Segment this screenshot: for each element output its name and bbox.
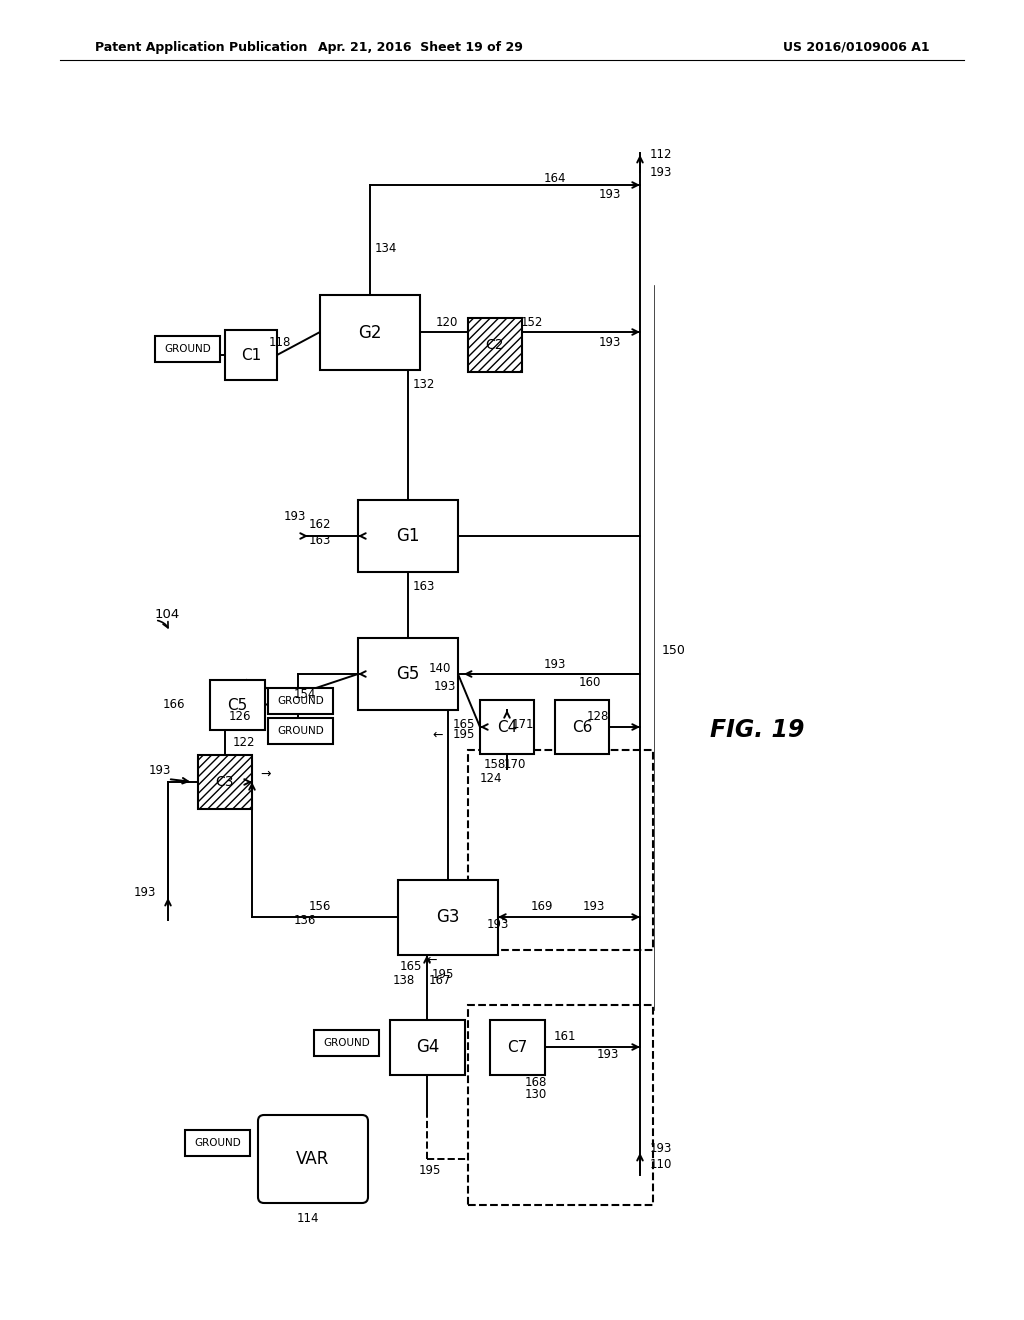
Text: 195: 195	[432, 969, 455, 982]
Text: 156: 156	[309, 900, 331, 913]
Bar	[185, 1130, 250, 1156]
FancyBboxPatch shape	[258, 1115, 368, 1203]
Text: 154: 154	[294, 689, 316, 701]
Bar	[268, 688, 333, 714]
Text: VAR: VAR	[296, 1150, 330, 1168]
Text: 193: 193	[434, 680, 456, 693]
Text: 193: 193	[597, 1048, 620, 1061]
Text: 140: 140	[429, 663, 452, 676]
Text: 114: 114	[297, 1212, 319, 1225]
Text: 169: 169	[530, 900, 553, 913]
Bar	[198, 755, 252, 809]
Text: GROUND: GROUND	[195, 1138, 241, 1148]
Text: 193: 193	[599, 335, 622, 348]
Bar	[319, 294, 420, 370]
Text: G1: G1	[396, 527, 420, 545]
Bar	[268, 718, 333, 744]
Text: 165: 165	[399, 961, 422, 974]
Bar	[314, 1030, 379, 1056]
Text: GROUND: GROUND	[164, 345, 211, 354]
Bar	[155, 337, 220, 362]
Text: 193: 193	[544, 657, 566, 671]
Bar	[225, 330, 278, 380]
Text: C5: C5	[227, 697, 248, 713]
Text: 193: 193	[486, 919, 509, 932]
Text: 195: 195	[453, 729, 475, 742]
Text: 165: 165	[453, 718, 475, 731]
Text: 150: 150	[662, 644, 686, 656]
Text: 193: 193	[583, 900, 605, 913]
Text: 193: 193	[650, 166, 673, 180]
Bar	[468, 1005, 653, 1205]
Text: 110: 110	[650, 1159, 673, 1172]
Text: ←: ←	[427, 953, 437, 966]
Text: 132: 132	[413, 379, 435, 392]
Text: 158: 158	[484, 758, 506, 771]
Text: FIG. 19: FIG. 19	[710, 718, 805, 742]
Bar	[210, 680, 265, 730]
Text: US 2016/0109006 A1: US 2016/0109006 A1	[783, 41, 930, 54]
Text: 161: 161	[554, 1031, 577, 1044]
Text: 167: 167	[429, 974, 452, 986]
Text: 171: 171	[512, 718, 535, 731]
Text: 112: 112	[650, 149, 673, 161]
Bar	[358, 500, 458, 572]
Bar	[480, 700, 534, 754]
Text: 160: 160	[579, 676, 601, 689]
Text: 152: 152	[521, 315, 543, 329]
Text: C7: C7	[507, 1040, 527, 1055]
Text: 134: 134	[375, 242, 397, 255]
Text: C6: C6	[571, 719, 592, 734]
Text: G4: G4	[416, 1039, 439, 1056]
Text: 163: 163	[413, 581, 435, 594]
Text: 193: 193	[650, 1142, 673, 1155]
Text: C1: C1	[241, 347, 261, 363]
Text: 195: 195	[419, 1164, 441, 1177]
Text: 128: 128	[587, 710, 609, 723]
Bar	[468, 750, 653, 950]
Text: GROUND: GROUND	[278, 726, 324, 737]
Bar	[468, 318, 522, 372]
Text: 118: 118	[269, 335, 291, 348]
Text: 104: 104	[155, 609, 180, 622]
Text: 124: 124	[479, 772, 502, 785]
Text: →: →	[260, 767, 270, 780]
Bar	[390, 1020, 465, 1074]
Text: 120: 120	[435, 315, 458, 329]
Text: 166: 166	[163, 698, 185, 711]
Text: GROUND: GROUND	[278, 696, 324, 706]
Text: ←: ←	[433, 729, 443, 742]
Text: 130: 130	[525, 1089, 547, 1101]
Text: 168: 168	[525, 1077, 548, 1089]
Text: G2: G2	[358, 323, 382, 342]
Text: 138: 138	[393, 974, 415, 986]
Text: G5: G5	[396, 665, 420, 682]
Bar	[398, 880, 498, 954]
Text: C4: C4	[497, 719, 517, 734]
Bar	[358, 638, 458, 710]
Text: 122: 122	[233, 737, 256, 750]
Text: 163: 163	[309, 535, 331, 548]
Text: 164: 164	[544, 172, 566, 185]
Bar	[490, 1020, 545, 1074]
Text: G3: G3	[436, 908, 460, 927]
Text: 193: 193	[148, 763, 171, 776]
Text: 170: 170	[504, 758, 526, 771]
Text: C3: C3	[216, 775, 234, 789]
Text: 126: 126	[228, 710, 251, 723]
Text: Patent Application Publication: Patent Application Publication	[95, 41, 307, 54]
Text: 193: 193	[599, 189, 622, 202]
Text: 136: 136	[294, 915, 316, 928]
Text: GROUND: GROUND	[324, 1038, 370, 1048]
Text: 193: 193	[284, 510, 306, 523]
Text: Apr. 21, 2016  Sheet 19 of 29: Apr. 21, 2016 Sheet 19 of 29	[317, 41, 522, 54]
Text: C2: C2	[485, 338, 504, 352]
Text: 193: 193	[133, 886, 156, 899]
Text: 162: 162	[309, 517, 331, 531]
Bar	[555, 700, 609, 754]
